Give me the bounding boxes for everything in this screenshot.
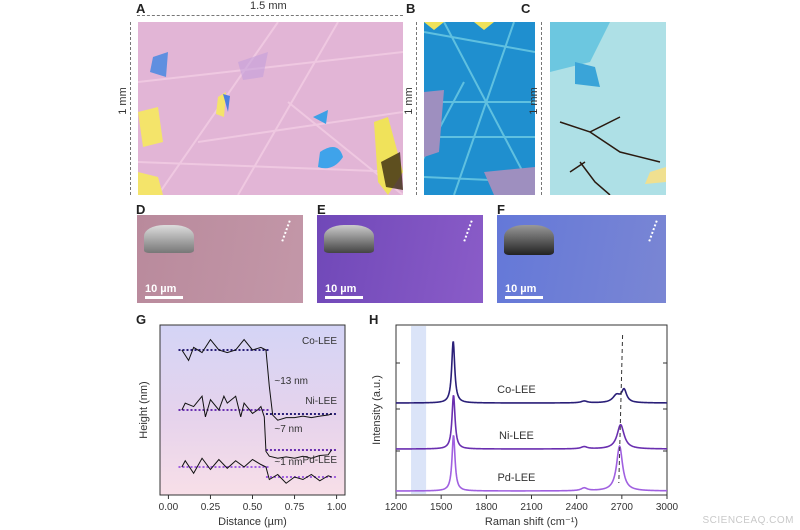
x-tick-label: 1800 bbox=[475, 502, 498, 513]
x-axis-label: Distance (µm) bbox=[218, 516, 287, 528]
y-axis-label: Intensity (a.u.) bbox=[371, 375, 383, 445]
profile-line bbox=[281, 220, 291, 242]
panel-label-d: D bbox=[136, 202, 146, 217]
height-scale-arrow-a bbox=[130, 22, 131, 195]
panel-label-g: G bbox=[136, 312, 147, 327]
x-tick-label: 1200 bbox=[385, 502, 408, 513]
raman-chart: Co-LEE Ni-LEE Pd-LEE 1200 1500 1800 2100 2400 27… bbox=[371, 324, 679, 528]
series-label: Co-LEE bbox=[497, 384, 536, 396]
x-tick-label: 1500 bbox=[430, 502, 453, 513]
panel-label-c: C bbox=[521, 1, 531, 16]
scale-bar-label: 10 µm bbox=[505, 283, 537, 295]
panel-label-a: A bbox=[136, 1, 146, 16]
width-scale-arrow bbox=[137, 15, 403, 16]
step-height-label: ~13 nm bbox=[274, 376, 308, 387]
step-height-label: ~1 nm bbox=[274, 457, 302, 468]
series-label: Ni-LEE bbox=[305, 396, 337, 407]
lattice-model-icon bbox=[144, 225, 194, 253]
micrograph-c bbox=[550, 22, 666, 195]
height-scale-label-c: 1 mm bbox=[528, 87, 540, 115]
x-tick-label: 2100 bbox=[520, 502, 543, 513]
panel-label-b: B bbox=[406, 1, 416, 16]
panel-label-f: F bbox=[497, 202, 505, 217]
x-tick-label: 1.00 bbox=[327, 502, 347, 513]
scale-bar-f: 10 µm bbox=[505, 283, 543, 299]
panel-label-h: H bbox=[369, 312, 379, 327]
scale-bar-d: 10 µm bbox=[145, 283, 183, 299]
step-height-label: ~7 nm bbox=[274, 424, 302, 435]
afm-image-e: 10 µm bbox=[317, 215, 483, 303]
profile-line-ni-lee bbox=[181, 394, 332, 459]
profile-line bbox=[463, 220, 473, 242]
series-label: Co-LEE bbox=[302, 336, 337, 347]
height-scale-label-a: 1 mm bbox=[117, 87, 129, 115]
series-label: Ni-LEE bbox=[499, 430, 534, 442]
x-tick-label: 0.50 bbox=[243, 502, 263, 513]
scale-bar-label: 10 µm bbox=[145, 283, 177, 295]
series-label: Pd-LEE bbox=[497, 472, 535, 484]
height-profile-chart: Co-LEE ~13 nm Ni-LEE ~7 nm Pd-LEE~1 nm 0.00 0.… bbox=[138, 324, 347, 528]
watermark: SCIENCEAQ.COM bbox=[702, 515, 794, 526]
y-axis-label: Height (nm) bbox=[138, 381, 150, 438]
lattice-model-icon bbox=[504, 225, 554, 255]
profile-line-co-lee bbox=[181, 338, 332, 421]
x-axis-label: Raman shift (cm⁻¹) bbox=[485, 516, 578, 528]
x-tick-label: 3000 bbox=[656, 502, 679, 513]
shaded-band bbox=[411, 326, 427, 494]
profile-line bbox=[648, 220, 658, 242]
width-scale-label: 1.5 mm bbox=[250, 0, 287, 12]
spectrum-co-lee bbox=[395, 341, 668, 404]
scale-bar-e: 10 µm bbox=[325, 283, 363, 299]
x-tick-label: 2700 bbox=[611, 502, 634, 513]
x-tick-label: 0.00 bbox=[159, 502, 179, 513]
x-tick-label: 2400 bbox=[566, 502, 589, 513]
x-tick-label: 0.75 bbox=[285, 502, 305, 513]
series-label: Pd-LEE bbox=[303, 455, 338, 466]
profile-line-pd-lee bbox=[181, 457, 332, 484]
x-tick-label: 0.25 bbox=[201, 502, 221, 513]
panel-label-e: E bbox=[317, 202, 326, 217]
micrograph-b bbox=[424, 22, 535, 195]
height-scale-arrow-b bbox=[416, 22, 417, 195]
height-scale-label-b: 1 mm bbox=[403, 87, 415, 115]
micrograph-a bbox=[138, 22, 403, 195]
spectrum-ni-lee bbox=[395, 395, 668, 450]
scale-bar-label: 10 µm bbox=[325, 283, 357, 295]
plot-area bbox=[395, 324, 668, 496]
lattice-model-icon bbox=[324, 225, 374, 253]
peak-guide-line bbox=[618, 334, 624, 484]
afm-image-f: 10 µm bbox=[497, 215, 666, 303]
spectrum-pd-lee bbox=[395, 435, 668, 492]
height-scale-arrow-c bbox=[541, 22, 542, 195]
afm-image-d: 10 µm bbox=[137, 215, 303, 303]
